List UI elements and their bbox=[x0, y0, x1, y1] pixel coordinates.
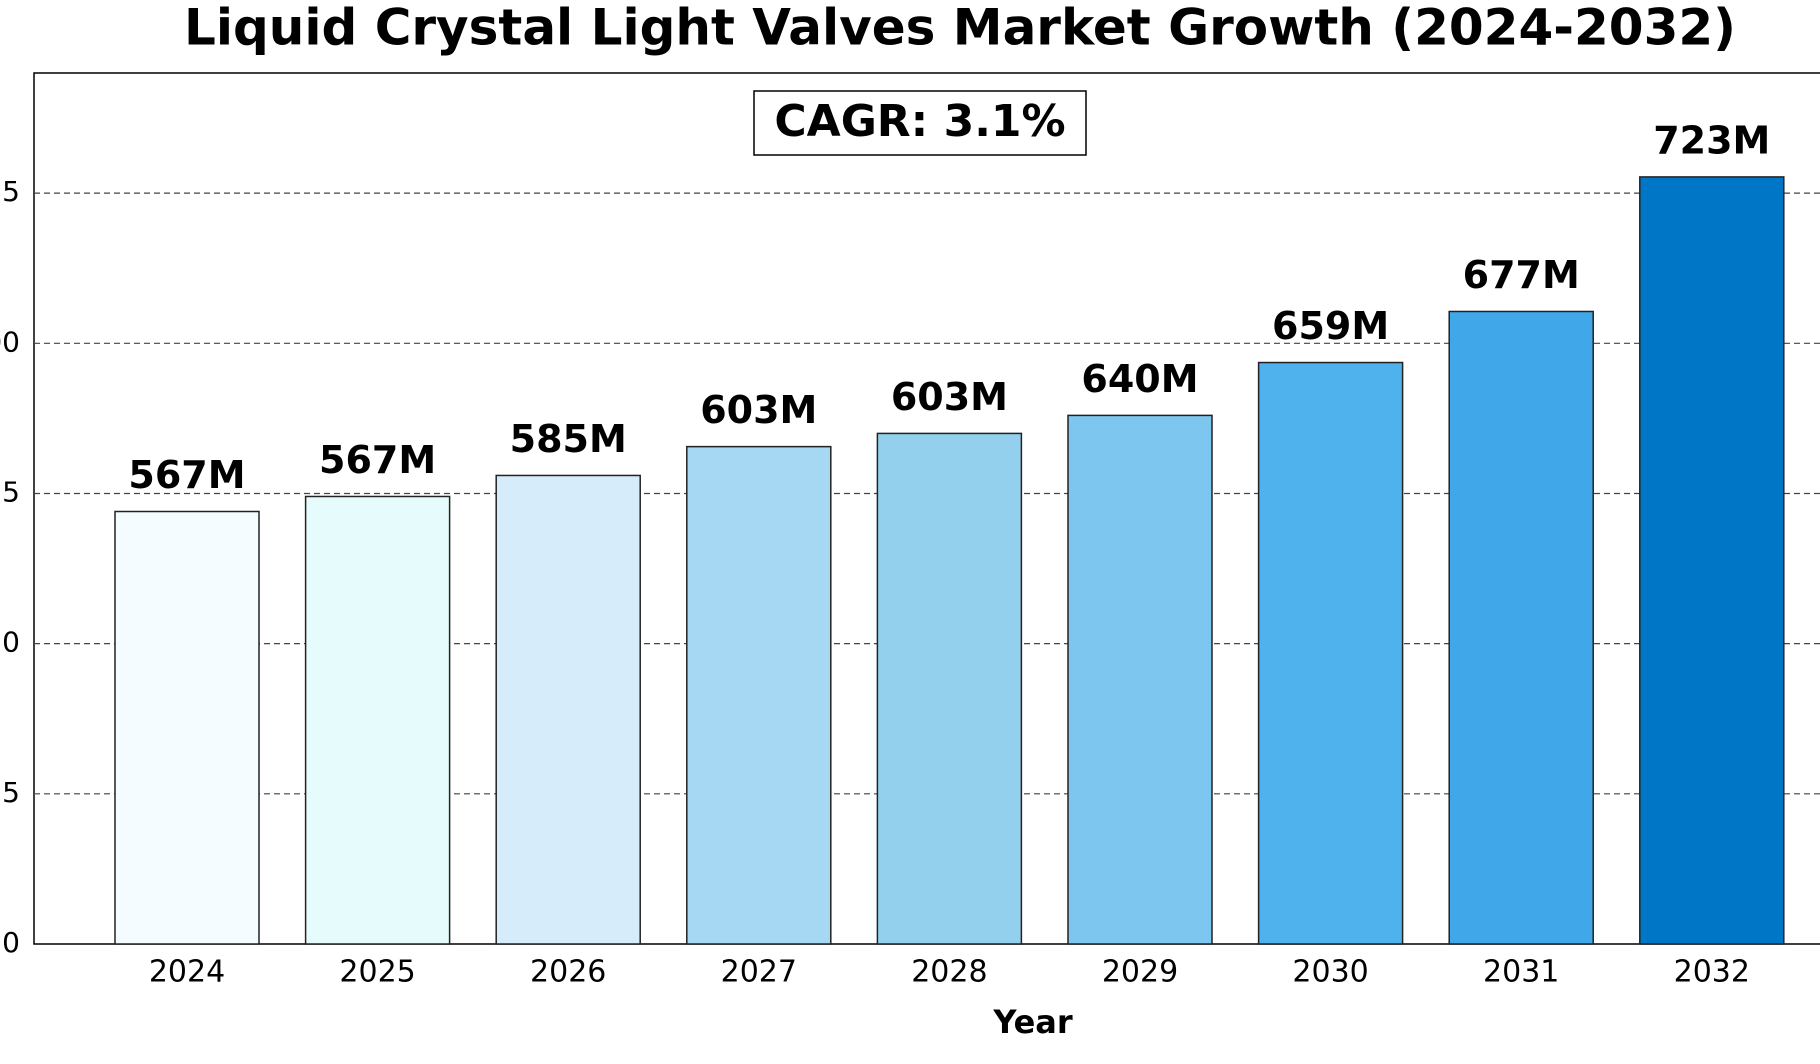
x-tick-label: 2025 bbox=[339, 955, 415, 990]
y-tick-label: 125 bbox=[0, 175, 20, 208]
bar bbox=[1067, 414, 1213, 945]
bar bbox=[114, 510, 260, 945]
annotation-box bbox=[753, 90, 1087, 156]
annotation: CAGR: 3.1% bbox=[774, 96, 1065, 147]
x-axis-label: Year bbox=[992, 1003, 1073, 1041]
chart-title: Liquid Crystal Light Valves Market Growt… bbox=[184, 0, 1736, 57]
bar bbox=[304, 495, 451, 945]
y-tick-label: 75 bbox=[0, 475, 20, 508]
y-tick-label: 50 bbox=[0, 626, 20, 659]
value-label: 585M bbox=[510, 417, 627, 461]
x-tick-label: 2032 bbox=[1674, 955, 1750, 990]
x-tick-label: 2024 bbox=[149, 955, 225, 990]
x-tick-label: 2027 bbox=[721, 955, 797, 990]
value-label: 659M bbox=[1272, 304, 1389, 348]
x-tick-label: 2026 bbox=[530, 955, 606, 990]
x-tick-label: 2028 bbox=[911, 955, 987, 990]
bar bbox=[1257, 361, 1404, 945]
x-tick-label: 2030 bbox=[1292, 955, 1368, 990]
x-tick-label: 2031 bbox=[1483, 955, 1559, 990]
bar bbox=[686, 445, 832, 945]
y-tick-label: 0 bbox=[2, 926, 20, 959]
bar bbox=[495, 474, 641, 945]
value-label: 603M bbox=[700, 388, 817, 432]
bar bbox=[1639, 176, 1785, 945]
value-label: 603M bbox=[891, 375, 1008, 419]
y-tick-label: 100 bbox=[0, 325, 20, 358]
value-label: 567M bbox=[319, 438, 436, 482]
value-label: 723M bbox=[1653, 118, 1770, 162]
value-label: 677M bbox=[1463, 253, 1580, 297]
value-label: 567M bbox=[128, 453, 245, 497]
bar bbox=[1448, 310, 1594, 945]
value-label: 640M bbox=[1081, 357, 1198, 401]
y-tick-label: 25 bbox=[0, 776, 20, 809]
bar bbox=[876, 432, 1023, 945]
x-tick-label: 2029 bbox=[1102, 955, 1178, 990]
